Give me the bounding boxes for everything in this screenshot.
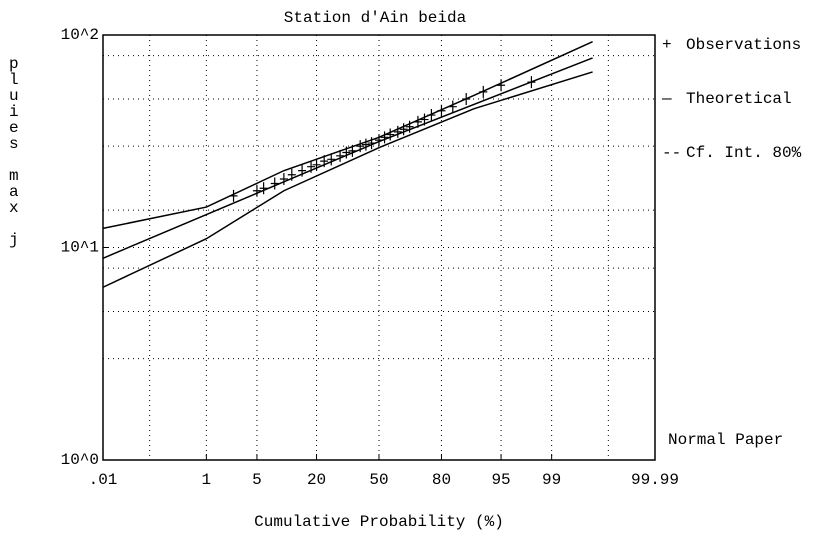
x-tick-label: .01 [89,471,118,489]
y-axis-label: pluies max j [5,55,23,247]
theoretical-line [102,57,593,259]
ci-upper-line [102,41,593,230]
legend-marker: -- [662,144,681,162]
x-tick-label: 5 [252,471,262,489]
ci-lower-line [102,71,593,288]
observation-point [279,173,288,186]
y-tick-label: 10^2 [61,26,99,44]
observation-point [380,131,389,144]
observation-point [336,149,345,162]
observation-point [393,125,402,138]
x-tick-label: 50 [369,471,388,489]
annotation: Normal Paper [668,431,783,449]
legend-marker: + [662,36,672,54]
legend-label: Cf. Int. 80% [686,144,802,162]
x-tick-label: 20 [307,471,326,489]
observation-point [252,184,261,197]
x-tick-label: 99 [542,471,561,489]
observation-point [270,177,279,190]
observation-point [327,153,336,166]
observation-point [259,182,268,195]
x-tick-label: 95 [491,471,510,489]
x-axis-label: Cumulative Probability (%) [254,513,504,531]
observation-point [497,79,506,92]
x-tick-label: 99.99 [631,471,679,489]
chart-title: Station d'Ain beida [284,9,467,27]
x-tick-label: 80 [432,471,451,489]
observation-point [386,128,395,141]
y-tick-label: 10^0 [61,451,99,469]
y-tick-label: 10^1 [61,239,99,257]
legend-marker: — [661,90,672,108]
legend-label: Observations [686,36,801,54]
observation-point [361,138,370,151]
x-tick-label: 1 [202,471,212,489]
legend-label: Theoretical [686,90,792,108]
observation-point [399,123,408,136]
observation-point [405,120,414,133]
